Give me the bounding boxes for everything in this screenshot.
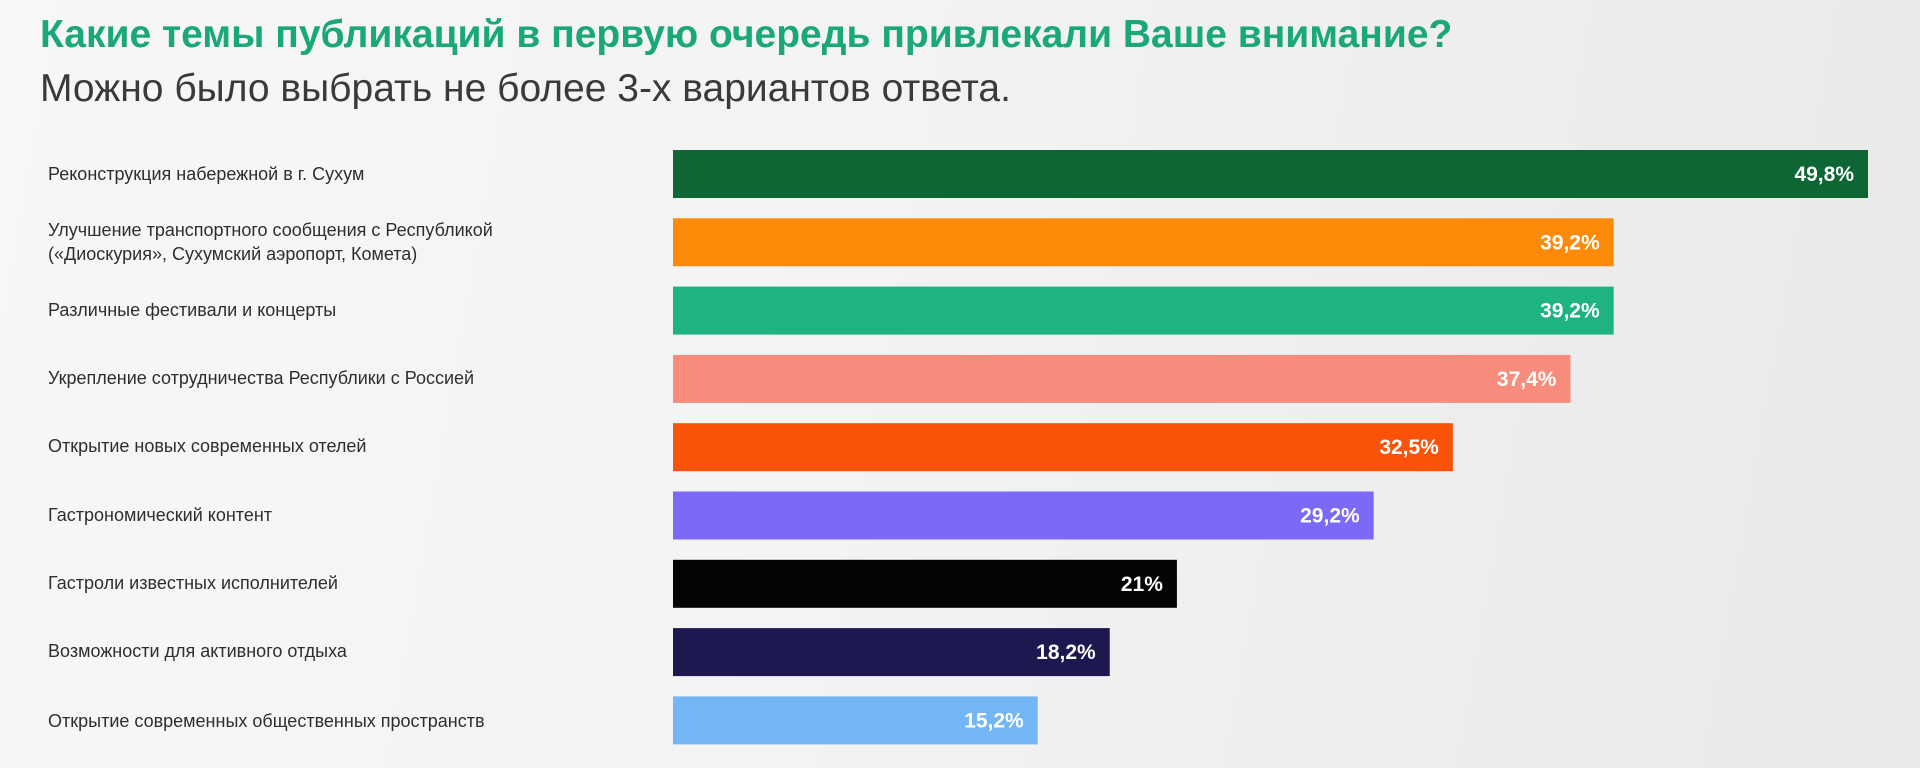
- bar-value-label: 32,5%: [1379, 436, 1439, 459]
- bar: [673, 696, 1038, 745]
- category-label: Гастроли известных исполнителей: [48, 573, 338, 593]
- bar: [673, 491, 1374, 540]
- bar: [673, 150, 1868, 198]
- bar-value-label: 49,8%: [1794, 163, 1854, 186]
- category-label: Возможности для активного отдыха: [48, 641, 347, 661]
- bar: [673, 628, 1110, 677]
- bar-value-label: 29,2%: [1300, 505, 1360, 528]
- category-label: Открытие новых современных отелей: [48, 436, 367, 456]
- bar-value-label: 39,2%: [1540, 300, 1600, 323]
- bar: [673, 218, 1614, 267]
- bar: [673, 559, 1177, 608]
- bar: [673, 286, 1614, 335]
- category-label: Укрепление сотрудничества Республики с Р…: [48, 368, 475, 388]
- category-label: Гастрономический контент: [48, 505, 273, 525]
- bar-value-label: 15,2%: [964, 709, 1024, 732]
- bar-value-label: 21%: [1121, 573, 1163, 596]
- category-label: Различные фестивали и концерты: [48, 300, 337, 320]
- bar-value-label: 37,4%: [1497, 368, 1557, 391]
- category-label: Открытие современных общественных простр…: [48, 711, 485, 731]
- chart-title: Какие темы публикаций в первую очередь п…: [40, 13, 1453, 56]
- bar-value-label: 39,2%: [1540, 231, 1600, 254]
- chart-subtitle: Можно было выбрать не более 3-х варианто…: [40, 67, 1011, 110]
- category-label: Улучшение транспортного сообщения с Респ…: [48, 220, 493, 264]
- bar: [673, 354, 1571, 403]
- bar: [673, 423, 1453, 472]
- category-label: Реконструкция набережной в г. Сухум: [48, 164, 365, 184]
- bar-value-label: 18,2%: [1036, 641, 1096, 664]
